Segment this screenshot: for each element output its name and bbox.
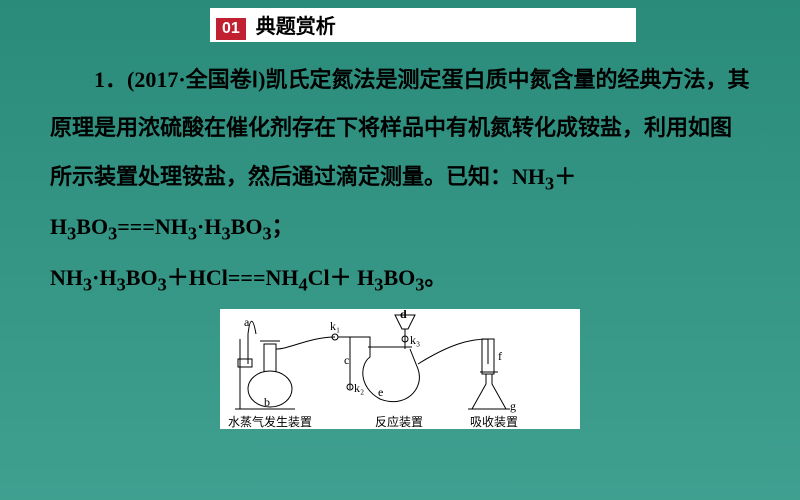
label-f: f	[498, 349, 502, 364]
label-e: e	[378, 385, 383, 400]
label-d: d	[400, 307, 407, 322]
label-absorb: 吸收装置	[470, 413, 518, 430]
label-k1: k₁	[330, 319, 340, 334]
section-title: 典题赏析	[256, 16, 336, 38]
label-c: c	[344, 353, 349, 368]
label-g: g	[510, 399, 516, 414]
section-badge: 01	[216, 18, 246, 40]
label-a: a	[244, 315, 249, 330]
label-k2: k₂	[354, 381, 364, 396]
diagram-row: a b c k₁ k₂ d k₃ e f g 水蒸气发生装置 反应装置 吸收装置	[0, 309, 800, 429]
label-k3: k₃	[410, 333, 420, 348]
label-b: b	[264, 395, 270, 410]
text-body: 1．(2017·全国卷Ⅰ)凯氏定氮法是测定蛋白质中氮含量的经典方法，其原理是用浓…	[50, 67, 749, 290]
section-header: 01 典题赏析	[210, 8, 636, 42]
apparatus-diagram: a b c k₁ k₂ d k₃ e f g 水蒸气发生装置 反应装置 吸收装置	[220, 309, 580, 429]
question-content: 1．(2017·全国卷Ⅰ)凯氏定氮法是测定蛋白质中氮含量的经典方法，其原理是用浓…	[50, 56, 750, 305]
label-reaction: 反应装置	[375, 413, 423, 430]
label-steam: 水蒸气发生装置	[228, 413, 312, 430]
